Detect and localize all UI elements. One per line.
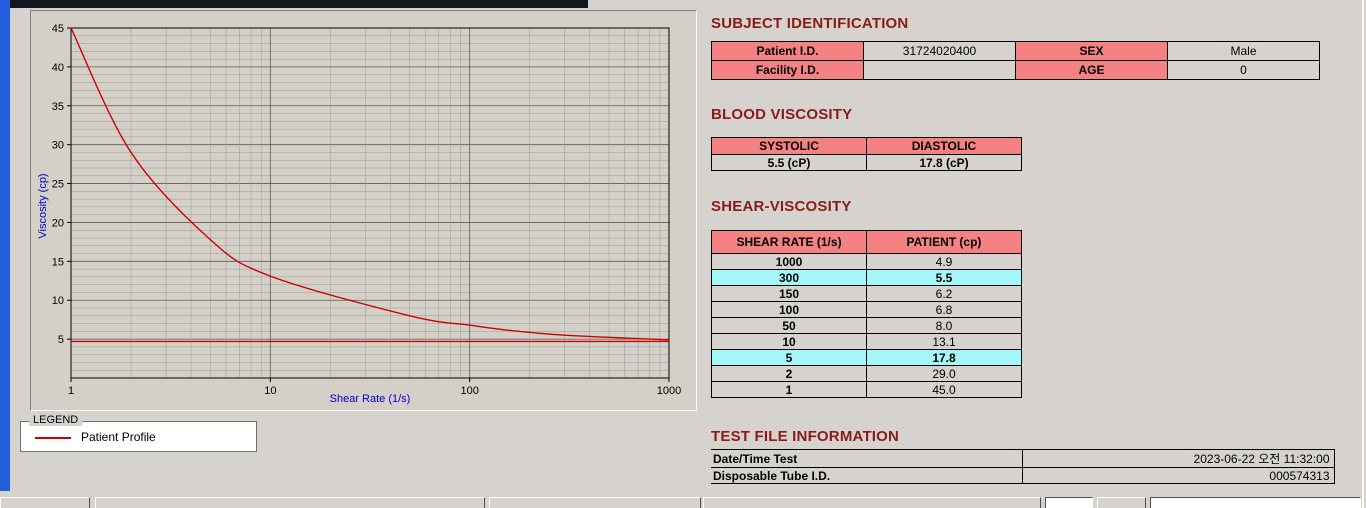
patient-cp-cell: 6.2 bbox=[866, 285, 1022, 302]
legend-line-sample bbox=[35, 437, 71, 439]
shear-rate-cell: 150 bbox=[711, 285, 867, 302]
svg-text:45: 45 bbox=[52, 23, 64, 35]
shear-viscosity-title: SHEAR-VISCOSITY bbox=[711, 198, 852, 215]
subject-row-1: Patient I.D. 31724020400 SEX Male bbox=[711, 41, 1320, 61]
patient-cp-cell: 6.8 bbox=[866, 301, 1022, 318]
systolic-value: 5.5 (cP) bbox=[711, 154, 867, 171]
shear-rate-cell: 10 bbox=[711, 333, 867, 350]
facility-id-label: Facility I.D. bbox=[711, 60, 864, 80]
svg-text:15: 15 bbox=[52, 256, 64, 268]
test-file-row: Date/Time Test 2023-06-22 오전 11:32:00 bbox=[711, 449, 1335, 468]
diastolic-value: 17.8 (cP) bbox=[866, 154, 1022, 171]
shear-rate-header: SHEAR RATE (1/s) bbox=[711, 230, 867, 254]
svg-text:25: 25 bbox=[52, 179, 64, 191]
blood-header-row: SYSTOLIC DIASTOLIC bbox=[711, 137, 1022, 155]
legend-caption: LEGEND bbox=[29, 414, 83, 426]
tube-id-value: 000574313 bbox=[1022, 467, 1335, 484]
test-file-table: Date/Time Test 2023-06-22 오전 11:32:00 Di… bbox=[711, 449, 1335, 484]
top-window-bar bbox=[10, 0, 588, 8]
bottom-panel-3[interactable] bbox=[703, 497, 1041, 508]
shear-viscosity-row: 1 45.0 bbox=[711, 381, 1022, 398]
blood-viscosity-title: BLOOD VISCOSITY bbox=[711, 106, 853, 123]
bottom-button-1[interactable] bbox=[0, 497, 90, 508]
patient-cp-cell: 17.8 bbox=[866, 349, 1022, 366]
shear-header-row: SHEAR RATE (1/s) PATIENT (cp) bbox=[711, 230, 1022, 254]
shear-rate-cell: 100 bbox=[711, 301, 867, 318]
shear-viscosity-row: 5 17.8 bbox=[711, 349, 1022, 366]
shear-rate-cell: 1000 bbox=[711, 253, 867, 270]
subject-identification-table: Patient I.D. 31724020400 SEX Male Facili… bbox=[711, 41, 1320, 80]
y-axis-title: Viscosity (cp) bbox=[37, 173, 49, 239]
facility-id-value bbox=[863, 60, 1016, 80]
subject-row-2: Facility I.D. AGE 0 bbox=[711, 60, 1320, 80]
svg-text:40: 40 bbox=[52, 62, 64, 74]
shear-viscosity-row: 10 13.1 bbox=[711, 333, 1022, 350]
patient-id-value: 31724020400 bbox=[863, 41, 1016, 61]
shear-rate-cell: 5 bbox=[711, 349, 867, 366]
patient-cp-cell: 13.1 bbox=[866, 333, 1022, 350]
patient-cp-header: PATIENT (cp) bbox=[866, 230, 1022, 254]
bottom-panel-2[interactable] bbox=[489, 497, 701, 508]
patient-cp-cell: 45.0 bbox=[866, 381, 1022, 398]
patient-id-label: Patient I.D. bbox=[711, 41, 864, 61]
svg-text:10: 10 bbox=[264, 385, 276, 397]
shear-viscosity-body: 1000 4.9 300 5.5 150 6.2 100 6.8 50 8.0 10 13.1 5 17.… bbox=[711, 253, 1022, 398]
svg-text:100: 100 bbox=[460, 385, 478, 397]
diastolic-header: DIASTOLIC bbox=[866, 137, 1022, 155]
bottom-field-1[interactable] bbox=[1045, 497, 1093, 508]
svg-text:5: 5 bbox=[58, 334, 64, 346]
age-label: AGE bbox=[1015, 60, 1168, 80]
svg-text:10: 10 bbox=[52, 295, 64, 307]
date-time-value: 2023-06-22 오전 11:32:00 bbox=[1022, 449, 1335, 468]
svg-text:1: 1 bbox=[68, 385, 74, 397]
bottom-field-2[interactable] bbox=[1150, 497, 1361, 508]
systolic-header: SYSTOLIC bbox=[711, 137, 867, 155]
patient-cp-cell: 5.5 bbox=[866, 269, 1022, 286]
shear-viscosity-row: 100 6.8 bbox=[711, 301, 1022, 318]
shear-rate-cell: 50 bbox=[711, 317, 867, 334]
shear-viscosity-row: 2 29.0 bbox=[711, 365, 1022, 382]
shear-viscosity-row: 50 8.0 bbox=[711, 317, 1022, 334]
window-right-edge bbox=[1362, 0, 1364, 508]
svg-text:20: 20 bbox=[52, 217, 64, 229]
left-edge-strip bbox=[0, 0, 10, 491]
shear-rate-cell: 300 bbox=[711, 269, 867, 286]
patient-cp-cell: 29.0 bbox=[866, 365, 1022, 382]
blood-value-row: 5.5 (cP) 17.8 (cP) bbox=[711, 154, 1022, 171]
test-file-information-title: TEST FILE INFORMATION bbox=[711, 428, 900, 445]
test-file-row: Disposable Tube I.D. 000574313 bbox=[711, 467, 1335, 484]
bottom-button-2[interactable] bbox=[1097, 497, 1146, 508]
svg-text:35: 35 bbox=[52, 101, 64, 113]
shear-rate-cell: 2 bbox=[711, 365, 867, 382]
viscosity-chart-svg: 5 10 15 20 25 30 35 40 45 1 10 100 1000 bbox=[52, 23, 681, 397]
legend-entry-label: Patient Profile bbox=[81, 430, 156, 444]
age-value: 0 bbox=[1167, 60, 1320, 80]
x-axis-title: Shear Rate (1/s) bbox=[329, 393, 411, 405]
patient-cp-cell: 4.9 bbox=[866, 253, 1022, 270]
blood-viscosity-table: SYSTOLIC DIASTOLIC 5.5 (cP) 17.8 (cP) bbox=[711, 137, 1022, 171]
sex-value: Male bbox=[1167, 41, 1320, 61]
shear-rate-cell: 1 bbox=[711, 381, 867, 398]
date-time-label: Date/Time Test bbox=[711, 449, 1023, 468]
tube-id-label: Disposable Tube I.D. bbox=[711, 467, 1023, 484]
svg-text:1000: 1000 bbox=[657, 385, 681, 397]
shear-viscosity-table: SHEAR RATE (1/s) PATIENT (cp) 1000 4.9 300… bbox=[711, 230, 1022, 398]
bottom-panel-1[interactable] bbox=[95, 497, 485, 508]
subject-identification-title: SUBJECT IDENTIFICATION bbox=[711, 15, 909, 32]
shear-viscosity-row: 150 6.2 bbox=[711, 285, 1022, 302]
patient-cp-cell: 8.0 bbox=[866, 317, 1022, 334]
sex-label: SEX bbox=[1015, 41, 1168, 61]
svg-text:30: 30 bbox=[52, 140, 64, 152]
shear-viscosity-row: 300 5.5 bbox=[711, 269, 1022, 286]
shear-viscosity-row: 1000 4.9 bbox=[711, 253, 1022, 270]
legend-box: LEGEND Patient Profile bbox=[20, 414, 257, 452]
viscosity-chart-panel: 5 10 15 20 25 30 35 40 45 1 10 100 1000 Viscosity (c… bbox=[30, 10, 697, 411]
